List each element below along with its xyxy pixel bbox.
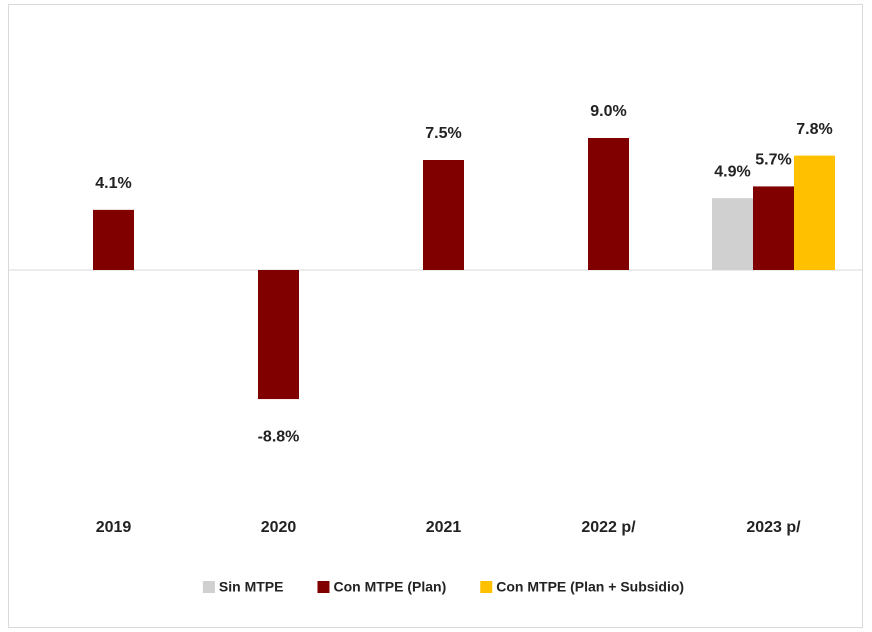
x-tick-label: 2019: [96, 519, 132, 536]
bar: [753, 186, 794, 270]
bar: [712, 198, 753, 270]
bar: [258, 270, 299, 400]
bar: [794, 155, 835, 270]
bar: [588, 138, 629, 270]
value-label: 9.0%: [590, 103, 626, 120]
value-label: 4.1%: [95, 175, 131, 192]
legend-item: Con MTPE (Plan + Subsidio): [480, 579, 684, 595]
legend-label: Con MTPE (Plan + Subsidio): [496, 579, 684, 595]
x-tick-label: 2021: [426, 519, 462, 536]
chart-frame: [8, 4, 863, 628]
value-label: 7.8%: [796, 121, 832, 138]
value-label: 5.7%: [755, 152, 791, 169]
value-label: 7.5%: [425, 125, 461, 142]
value-label: -8.8%: [258, 428, 300, 445]
legend-item: Sin MTPE: [202, 579, 284, 595]
value-label: 4.9%: [714, 163, 750, 180]
bar: [93, 209, 134, 270]
x-tick-label: 2023 p/: [746, 519, 801, 536]
legend-label: Con MTPE (Plan): [333, 579, 446, 595]
legend-label: Sin MTPE: [219, 579, 284, 595]
bar: [423, 160, 464, 270]
legend-swatch: [317, 581, 330, 593]
x-tick-label: 2022 p/: [581, 519, 636, 536]
x-tick-label: 2020: [261, 519, 297, 536]
legend-swatch: [480, 581, 493, 593]
legend-swatch: [202, 581, 215, 593]
legend-item: Con MTPE (Plan): [317, 579, 446, 595]
